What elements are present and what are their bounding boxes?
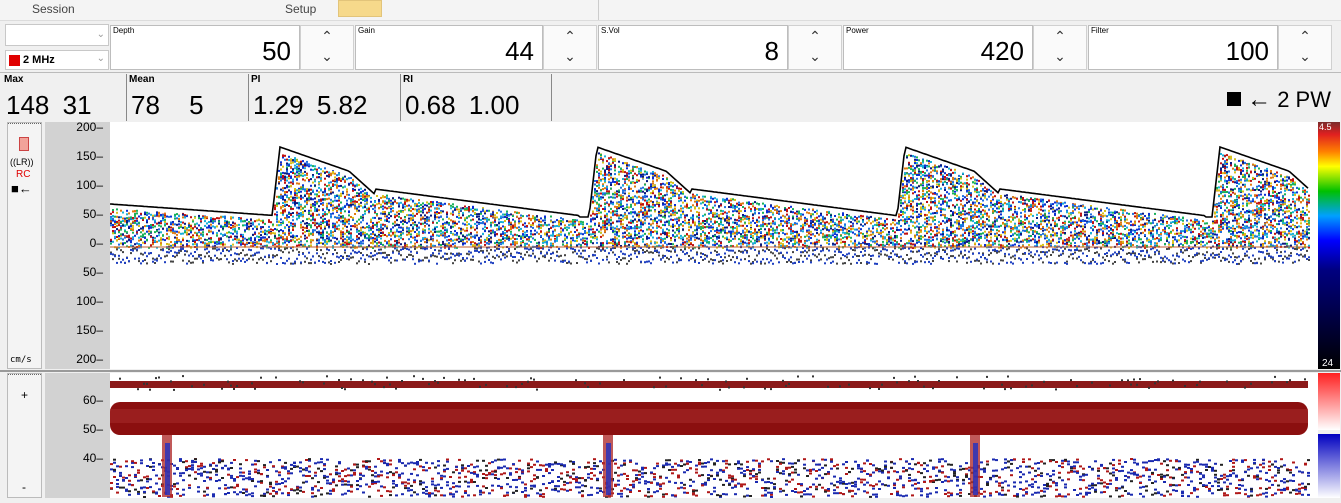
- gain-field[interactable]: Gain 44: [355, 25, 543, 70]
- mmode-tick: 60–: [69, 393, 103, 407]
- chevron-up-icon[interactable]: ⌃: [1279, 26, 1331, 46]
- chevron-up-icon[interactable]: ⌃: [544, 26, 596, 46]
- mmode-signal: [110, 375, 1310, 498]
- svol-label: S.Vol: [601, 26, 620, 35]
- chevron-down-icon[interactable]: ⌄: [1279, 46, 1331, 66]
- colorbar-top-label: 4.5: [1319, 122, 1332, 132]
- chevron-down-icon[interactable]: ⌄: [1034, 46, 1086, 66]
- spectrum-tick: 150–: [69, 323, 103, 337]
- depth-value: 50: [262, 36, 291, 67]
- max-value: 148 31: [6, 90, 92, 121]
- measure-max: Max 148 31: [2, 74, 124, 121]
- gain-label: Gain: [358, 26, 375, 35]
- mmode-side-panel: + -: [7, 373, 42, 498]
- probe-color-swatch: [9, 55, 20, 66]
- chevron-down-icon: ⌄: [97, 29, 105, 40]
- measure-pi: PI 1.29 5.82: [248, 74, 398, 121]
- pi-value: 1.29 5.82: [253, 90, 367, 121]
- pi-label: PI: [251, 74, 260, 85]
- channel-indicator[interactable]: ← 2 PW: [1227, 86, 1331, 114]
- spectrum-axis: 200– 150– 100– 50– 0– 50– 100– 150– 200–: [45, 122, 110, 369]
- panel-grip[interactable]: [8, 374, 41, 375]
- ri-value: 0.68 1.00: [405, 90, 519, 121]
- spectrum-tick: 150–: [69, 149, 103, 163]
- chevron-down-icon: ⌄: [97, 53, 105, 64]
- spectrum-signal: [110, 152, 1310, 265]
- depth-field[interactable]: Depth 50: [110, 25, 300, 70]
- arrow-left-icon: ←: [1247, 86, 1271, 113]
- channel-label: 2 PW: [1277, 87, 1331, 112]
- mean-value: 78 5: [131, 90, 204, 121]
- measure-mean: Mean 78 5: [126, 74, 246, 121]
- svol-field[interactable]: S.Vol 8: [598, 25, 788, 70]
- mmode-tick: 50–: [69, 422, 103, 436]
- spectrum-side-panel: ((LR)) RC ■← cm/s: [7, 122, 42, 369]
- svol-value: 8: [765, 36, 779, 67]
- measure-ri: RI 0.68 1.00: [400, 74, 552, 121]
- ri-label: RI: [403, 74, 413, 85]
- chevron-down-icon[interactable]: ⌄: [544, 46, 596, 66]
- hand-icon[interactable]: [19, 137, 29, 151]
- setup-indicator[interactable]: [338, 0, 382, 17]
- spectrum-tick: 50–: [69, 207, 103, 221]
- mmode-colorbar-positive: [1318, 373, 1340, 430]
- mmode-area[interactable]: [110, 373, 1318, 498]
- menu-divider: [598, 0, 599, 20]
- menu-bar: Session Setup: [0, 0, 1341, 21]
- color-scale-bar: 4.5 24: [1318, 122, 1340, 369]
- spectrum-tick: 100–: [69, 294, 103, 308]
- chevron-down-icon[interactable]: ⌄: [789, 46, 841, 66]
- gain-minus-button[interactable]: -: [22, 480, 26, 494]
- spectrum-area[interactable]: [110, 122, 1318, 369]
- panel-grip[interactable]: [8, 123, 41, 124]
- spectrum-tick: 0–: [69, 236, 103, 250]
- spectrum-tick: 50–: [69, 265, 103, 279]
- power-value: 420: [981, 36, 1024, 67]
- rc-label: RC: [16, 169, 30, 180]
- menu-session[interactable]: Session: [32, 2, 75, 16]
- depth-stepper[interactable]: ⌃⌄: [300, 25, 354, 70]
- mean-label: Mean: [129, 74, 155, 85]
- colorbar-bottom-label: 24: [1322, 358, 1333, 369]
- mmode-colorbar-negative: [1318, 434, 1340, 498]
- divider: [0, 72, 1341, 73]
- gain-value: 44: [505, 36, 534, 67]
- chevron-down-icon[interactable]: ⌄: [301, 46, 353, 66]
- section-divider: [0, 370, 1341, 372]
- doppler-spectrum: [110, 122, 1318, 369]
- frequency-select[interactable]: 2 MHz ⌄: [5, 50, 109, 70]
- max-label: Max: [4, 74, 23, 85]
- lr-label: ((LR)): [10, 157, 34, 167]
- unit-label: cm/s: [10, 355, 32, 365]
- menu-setup[interactable]: Setup: [285, 2, 316, 16]
- mmode-axis: 60– 50– 40–: [45, 373, 110, 498]
- filter-value: 100: [1226, 36, 1269, 67]
- direction-icon: ■←: [11, 181, 32, 196]
- power-label: Power: [846, 26, 869, 35]
- filter-field[interactable]: Filter 100: [1088, 25, 1278, 70]
- spectrum-tick: 200–: [69, 352, 103, 366]
- mmode-image: [110, 373, 1318, 498]
- frequency-value: 2 MHz: [23, 54, 55, 66]
- filter-label: Filter: [1091, 26, 1109, 35]
- svol-stepper[interactable]: ⌃⌄: [788, 25, 842, 70]
- chevron-up-icon[interactable]: ⌃: [789, 26, 841, 46]
- spectrum-tick: 200–: [69, 120, 103, 134]
- filter-stepper[interactable]: ⌃⌄: [1278, 25, 1332, 70]
- power-stepper[interactable]: ⌃⌄: [1033, 25, 1087, 70]
- probe-select-blank[interactable]: ⌄: [5, 24, 109, 46]
- mmode-tick: 40–: [69, 451, 103, 465]
- gain-stepper[interactable]: ⌃⌄: [543, 25, 597, 70]
- spectrum-tick: 100–: [69, 178, 103, 192]
- chevron-up-icon[interactable]: ⌃: [301, 26, 353, 46]
- gain-plus-button[interactable]: +: [21, 388, 28, 402]
- power-field[interactable]: Power 420: [843, 25, 1033, 70]
- chevron-up-icon[interactable]: ⌃: [1034, 26, 1086, 46]
- depth-label: Depth: [113, 26, 134, 35]
- channel-square-icon: [1227, 92, 1241, 106]
